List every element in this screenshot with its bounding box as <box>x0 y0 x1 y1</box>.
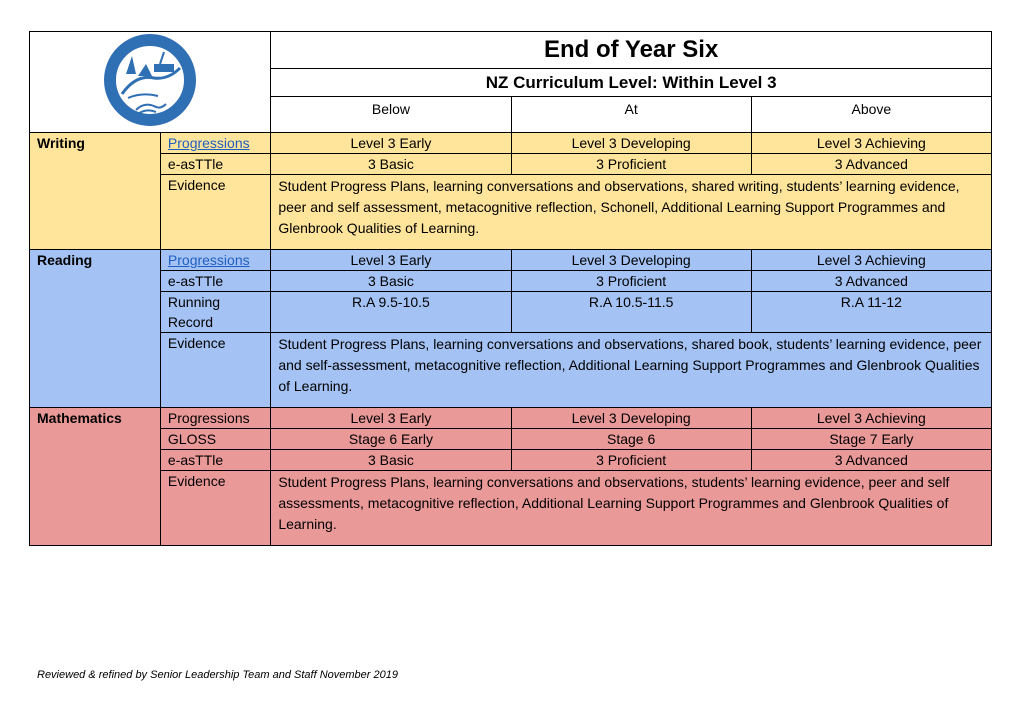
reading-evidence-label: Evidence <box>159 332 272 408</box>
reading-progressions-link[interactable]: Progressions <box>159 249 272 271</box>
maths-progressions-label: Progressions <box>159 407 272 429</box>
progressions-link-text[interactable]: Progressions <box>167 252 250 268</box>
curriculum-level-subtitle: NZ Curriculum Level: Within Level 3 <box>270 68 992 97</box>
reading-running-record-below: R.A 9.5-10.5 <box>270 291 512 333</box>
subject-writing: Writing <box>29 132 161 250</box>
subject-mathematics: Mathematics <box>29 407 161 546</box>
reading-running-record-above: R.A 11-12 <box>750 291 993 333</box>
writing-progressions-below: Level 3 Early <box>270 132 512 154</box>
school-logo-icon <box>104 34 197 126</box>
writing-progressions-above: Level 3 Achieving <box>750 132 993 154</box>
reading-asttle-label: e-asTTle <box>159 270 272 292</box>
maths-progressions-above: Level 3 Achieving <box>750 407 993 429</box>
subject-reading: Reading <box>29 249 161 408</box>
column-header-above: Above <box>750 96 993 133</box>
curriculum-table: End of Year Six NZ Curriculum Level: Wit… <box>28 31 993 546</box>
writing-asttle-above: 3 Advanced <box>750 153 993 175</box>
writing-asttle-below: 3 Basic <box>270 153 512 175</box>
progressions-link-text[interactable]: Progressions <box>167 135 250 151</box>
maths-asttle-below: 3 Basic <box>270 449 512 471</box>
reading-evidence-text: Student Progress Plans, learning convers… <box>270 332 992 408</box>
reading-asttle-below: 3 Basic <box>270 270 512 292</box>
writing-evidence-label: Evidence <box>159 174 272 250</box>
writing-asttle-label: e-asTTle <box>159 153 272 175</box>
reading-progressions-below: Level 3 Early <box>270 249 512 271</box>
column-header-below: Below <box>270 96 512 133</box>
writing-progressions-at: Level 3 Developing <box>510 132 752 154</box>
reading-progressions-above: Level 3 Achieving <box>750 249 993 271</box>
maths-asttle-above: 3 Advanced <box>750 449 993 471</box>
reading-asttle-at: 3 Proficient <box>510 270 752 292</box>
column-header-at: At <box>510 96 752 133</box>
reading-running-record-label: Running Record <box>159 291 272 333</box>
maths-evidence-text: Student Progress Plans, learning convers… <box>270 470 992 546</box>
maths-asttle-at: 3 Proficient <box>510 449 752 471</box>
writing-evidence-text: Student Progress Plans, learning convers… <box>270 174 992 250</box>
maths-evidence-label: Evidence <box>159 470 272 546</box>
maths-gloss-below: Stage 6 Early <box>270 428 512 450</box>
maths-progressions-below: Level 3 Early <box>270 407 512 429</box>
reading-running-record-at: R.A 10.5-11.5 <box>510 291 752 333</box>
review-footer-note: Reviewed & refined by Senior Leadership … <box>37 669 398 681</box>
writing-asttle-at: 3 Proficient <box>510 153 752 175</box>
writing-progressions-link[interactable]: Progressions <box>159 132 272 154</box>
maths-asttle-label: e-asTTle <box>159 449 272 471</box>
maths-gloss-above: Stage 7 Early <box>750 428 993 450</box>
logo-cell <box>28 31 272 133</box>
maths-gloss-at: Stage 6 <box>510 428 752 450</box>
maths-gloss-label: GLOSS <box>159 428 272 450</box>
reading-progressions-at: Level 3 Developing <box>510 249 752 271</box>
page-title: End of Year Six <box>270 31 992 69</box>
maths-progressions-at: Level 3 Developing <box>510 407 752 429</box>
reading-asttle-above: 3 Advanced <box>750 270 993 292</box>
